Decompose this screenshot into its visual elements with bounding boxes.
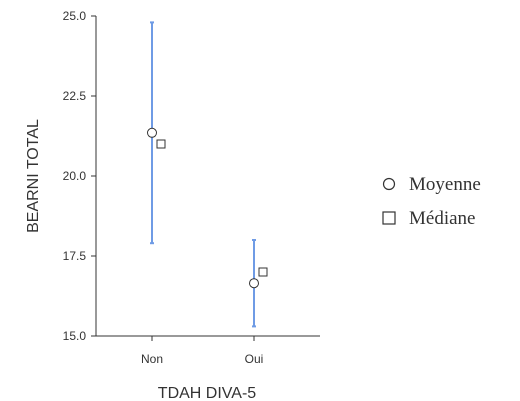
- error-bars: [150, 21, 256, 328]
- legend-label: Médiane: [409, 208, 475, 229]
- markers: [147, 127, 268, 289]
- x-tick-label: Non: [141, 352, 163, 366]
- legend-label: Moyenne: [409, 174, 481, 195]
- y-tick-label: 25.0: [63, 9, 87, 23]
- y-ticks: 15.0 17.5 20.0 22.5 25.0: [63, 9, 96, 343]
- y-tick-label: 22.5: [63, 89, 87, 103]
- y-tick-label: 15.0: [63, 329, 87, 343]
- y-axis-title: BEARNI TOTAL: [25, 119, 42, 233]
- x-ticks: Non Oui: [141, 336, 263, 366]
- legend-square-icon: [382, 211, 396, 225]
- mean-point: [249, 278, 259, 289]
- median-point: [156, 139, 166, 149]
- y-tick-label: 17.5: [63, 249, 87, 263]
- plot-area: 15.0 17.5 20.0 22.5 25.0 Non Oui: [63, 9, 320, 366]
- x-axis-title: TDAH DIVA-5: [158, 385, 256, 401]
- legend-circle-icon: [382, 177, 396, 191]
- y-tick-label: 20.0: [63, 169, 87, 183]
- x-tick-label: Oui: [245, 352, 264, 366]
- median-point: [258, 267, 268, 277]
- legend: Moyenne Médiane: [382, 174, 481, 229]
- mean-point: [147, 127, 157, 138]
